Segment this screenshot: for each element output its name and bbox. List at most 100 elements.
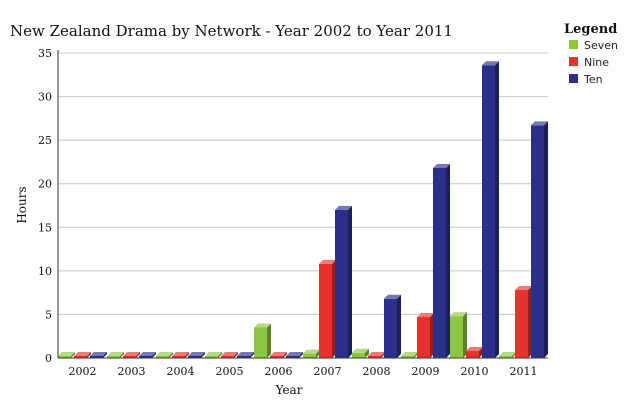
bar-ten bbox=[335, 205, 352, 358]
bar-front bbox=[286, 356, 299, 358]
y-tick-label: 0 bbox=[45, 352, 52, 365]
bar-nine bbox=[221, 352, 238, 358]
bar-nine bbox=[172, 352, 189, 358]
bar-top bbox=[417, 313, 434, 318]
bar-side bbox=[218, 352, 222, 358]
chart-title: New Zealand Drama by Network - Year 2002… bbox=[10, 22, 453, 40]
bar-ten bbox=[482, 61, 499, 358]
bar-top bbox=[401, 352, 418, 356]
bar-side bbox=[283, 352, 287, 358]
legend-label-nine: Nine bbox=[584, 56, 609, 69]
bar-top bbox=[254, 323, 271, 328]
bar-top bbox=[107, 352, 124, 356]
bar-side bbox=[463, 312, 467, 358]
bar-top bbox=[352, 348, 369, 353]
bar-front bbox=[156, 356, 169, 358]
bar-ten bbox=[433, 164, 450, 358]
bar-side bbox=[169, 352, 173, 358]
bar-side bbox=[185, 352, 189, 358]
bar-front bbox=[139, 356, 152, 358]
y-tick-label: 20 bbox=[38, 178, 52, 191]
bar-top bbox=[384, 294, 401, 299]
bar-side bbox=[365, 348, 369, 358]
bar-nine bbox=[319, 259, 336, 358]
bar-top bbox=[335, 205, 352, 210]
gridlines bbox=[58, 52, 548, 315]
y-tick-label: 30 bbox=[38, 91, 52, 104]
bar-top bbox=[188, 352, 205, 356]
legend-swatch-nine bbox=[569, 57, 578, 66]
bar-top bbox=[499, 352, 516, 356]
bar-top bbox=[74, 352, 91, 356]
bar-front bbox=[352, 352, 365, 358]
legend-swatch-ten bbox=[569, 74, 578, 83]
bar-side bbox=[544, 121, 548, 358]
y-tick-label: 25 bbox=[38, 134, 52, 147]
bar-front bbox=[270, 356, 283, 358]
bar-top bbox=[221, 352, 238, 356]
bar-top bbox=[156, 352, 173, 356]
bar-ten bbox=[384, 294, 401, 358]
bar-front bbox=[254, 327, 267, 358]
x-tick-label: 2006 bbox=[265, 365, 293, 378]
bar-front bbox=[531, 125, 544, 358]
bar-seven bbox=[352, 348, 369, 358]
bar-ten bbox=[188, 352, 205, 358]
bar-top bbox=[450, 312, 467, 317]
bar-top bbox=[515, 286, 532, 291]
bar-front bbox=[499, 356, 512, 358]
bar-front bbox=[205, 356, 218, 358]
y-tick-label: 35 bbox=[38, 47, 52, 60]
bar-nine bbox=[515, 286, 532, 358]
bar-front bbox=[401, 356, 414, 358]
bar-front bbox=[515, 290, 528, 358]
bar-front bbox=[466, 351, 479, 358]
bar-top bbox=[172, 352, 189, 356]
bars bbox=[58, 61, 548, 358]
bar-top bbox=[270, 352, 287, 356]
bar-top bbox=[58, 352, 75, 356]
bar-front bbox=[417, 317, 430, 358]
bar-side bbox=[152, 352, 156, 358]
y-axis-label: Hours bbox=[15, 186, 29, 223]
x-tick-labels: 2002 2003 2004 2005 2006 2007 2008 2009 2010 2011 bbox=[69, 365, 538, 378]
bar-front bbox=[368, 356, 381, 358]
y-tick-label: 5 bbox=[45, 308, 52, 321]
bar-front bbox=[74, 356, 87, 358]
bar-side bbox=[234, 352, 238, 358]
x-tick-label: 2007 bbox=[314, 365, 342, 378]
bar-front bbox=[384, 298, 397, 358]
bar-nine bbox=[368, 352, 385, 358]
bar-front bbox=[90, 356, 103, 358]
bar-side bbox=[495, 61, 499, 358]
bar-top bbox=[90, 352, 107, 356]
bar-ten bbox=[531, 121, 548, 358]
bar-top bbox=[139, 352, 156, 356]
legend-label-seven: Seven bbox=[584, 39, 618, 52]
bar-seven bbox=[156, 352, 173, 358]
bar-ten bbox=[139, 352, 156, 358]
bar-top bbox=[205, 352, 222, 356]
bar-front bbox=[58, 356, 71, 358]
bar-side bbox=[201, 352, 205, 358]
bar-front bbox=[237, 356, 250, 358]
bar-top bbox=[303, 349, 320, 354]
bar-side bbox=[250, 352, 254, 358]
bar-top bbox=[466, 347, 483, 352]
x-tick-label: 2003 bbox=[118, 365, 146, 378]
bar-nine bbox=[123, 352, 140, 358]
bar-seven bbox=[254, 323, 271, 358]
y-tick-label: 15 bbox=[38, 221, 52, 234]
bar-front bbox=[433, 168, 446, 358]
legend-swatch-seven bbox=[569, 40, 578, 49]
bar-seven bbox=[450, 312, 467, 358]
bar-top bbox=[123, 352, 140, 356]
x-tick-label: 2011 bbox=[510, 365, 538, 378]
bar-top bbox=[237, 352, 254, 356]
bar-side bbox=[103, 352, 107, 358]
bar-front bbox=[450, 316, 463, 358]
bar-nine bbox=[270, 352, 287, 358]
bar-side bbox=[136, 352, 140, 358]
bar-top bbox=[433, 164, 450, 169]
